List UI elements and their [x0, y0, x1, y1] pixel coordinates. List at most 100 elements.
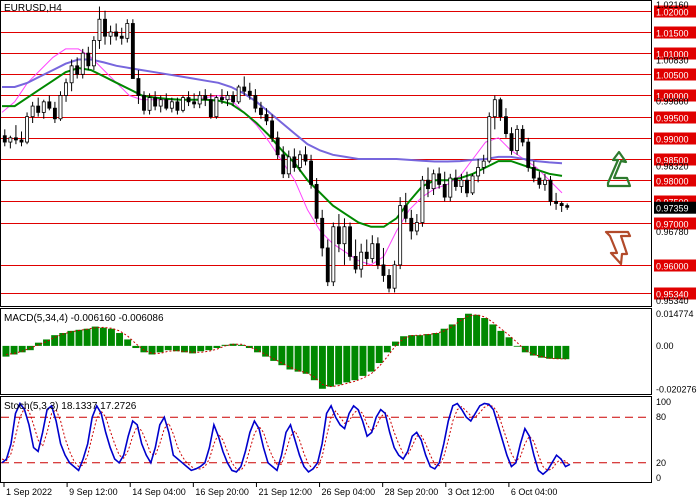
- macd-bar: [51, 335, 59, 346]
- macd-bar: [359, 345, 367, 376]
- macd-bar: [383, 345, 391, 353]
- candle-body: [203, 95, 208, 101]
- macd-bar: [116, 333, 124, 346]
- macd-bar: [197, 345, 205, 352]
- macd-bar: [318, 345, 326, 389]
- arrow-up-icon: [606, 150, 632, 188]
- macd-bar: [505, 337, 513, 346]
- macd-signal-line: [6, 314, 566, 388]
- candle-body: [353, 256, 358, 270]
- candle-body: [548, 179, 553, 202]
- candle-body: [420, 179, 425, 223]
- candle-body: [270, 120, 275, 139]
- candle-body: [448, 177, 453, 198]
- candle-body: [103, 18, 107, 37]
- candle-body: [565, 205, 570, 208]
- macd-bar: [529, 345, 537, 356]
- candle-body: [2, 135, 7, 143]
- time-axis-labels: 1 Sep 2022 9 Sep 12:00 14 Sep 04:00 16 Sep …: [3, 483, 557, 497]
- macd-tick-label: 0.00: [656, 341, 674, 351]
- candle-body: [531, 167, 536, 179]
- candle-body: [398, 205, 403, 266]
- stoch-tick-label: 20: [656, 458, 666, 468]
- macd-bar: [562, 345, 570, 360]
- macd-bar: [148, 345, 156, 355]
- macd-bar: [18, 345, 26, 353]
- candle-body: [437, 173, 442, 185]
- candle-body: [125, 23, 130, 39]
- candle-body: [320, 217, 325, 249]
- macd-bar: [2, 345, 10, 357]
- macd-bar: [229, 343, 237, 346]
- macd-bar: [546, 345, 554, 359]
- macd-bar: [99, 327, 107, 346]
- macd-bar: [400, 336, 408, 346]
- candle-body: [342, 226, 347, 245]
- candle-body: [286, 156, 291, 175]
- candle-body: [275, 137, 280, 156]
- price-level-label: 0.98500: [656, 156, 689, 166]
- candle-body: [69, 65, 74, 84]
- macd-bar: [489, 324, 497, 346]
- macd-bar: [538, 345, 545, 358]
- price-level-badge: [654, 26, 696, 39]
- candle-body: [164, 99, 169, 109]
- stoch-tick-label: 100: [656, 397, 671, 407]
- macd-tick-label: -0.020276: [656, 384, 697, 394]
- price-level-label: 0.99500: [656, 114, 689, 124]
- candle-body: [559, 203, 564, 206]
- candle-body: [253, 95, 258, 109]
- time-axis-label: 26 Sep 04:00: [322, 487, 376, 497]
- macd-bar: [205, 345, 213, 351]
- candle-body: [375, 243, 380, 266]
- price-level-badge: [654, 68, 696, 81]
- candle-body: [392, 264, 397, 289]
- candle-body: [554, 200, 559, 204]
- candle-body: [453, 177, 458, 187]
- time-axis-label: 3 Oct 12:00: [448, 487, 495, 497]
- candle-body: [309, 160, 313, 185]
- macd-bar: [432, 333, 440, 346]
- candle-body: [481, 160, 486, 168]
- macd-bar: [481, 318, 489, 346]
- price-axis-bottom-label: 0.95340: [656, 296, 689, 306]
- time-axis-label: 16 Sep 20:00: [195, 487, 249, 497]
- macd-bar: [124, 339, 132, 346]
- candle-body: [281, 154, 286, 175]
- candle-body: [459, 179, 464, 187]
- price-level-label: 1.01000: [656, 50, 689, 60]
- candle-body: [515, 128, 520, 151]
- macd-bar: [67, 330, 75, 346]
- price-chart-title: EURUSD,H4: [4, 3, 62, 14]
- candle-body: [403, 205, 408, 219]
- macd-bar: [440, 328, 448, 346]
- candle-body: [359, 251, 364, 270]
- candle-body: [130, 23, 135, 79]
- time-axis-label: 9 Sep 12:00: [69, 487, 118, 497]
- candle-body: [259, 107, 263, 115]
- candle-body: [19, 139, 24, 143]
- arrow-down-icon: [604, 230, 632, 266]
- moving-average-line: [2, 66, 563, 228]
- time-axis-label: 14 Sep 04:00: [132, 487, 186, 497]
- candle-body: [231, 95, 236, 103]
- candle-body: [52, 107, 57, 120]
- price-level-badge: [654, 153, 696, 166]
- stoch-panel-frame: [0, 396, 652, 483]
- candle-body: [543, 179, 547, 185]
- time-axis-label: 21 Sep 12:00: [258, 487, 312, 497]
- candle-body: [30, 105, 35, 118]
- stochastic-lines: [1, 401, 651, 476]
- macd-bar: [521, 345, 529, 353]
- candle-body: [80, 52, 85, 75]
- macd-bar: [254, 345, 261, 353]
- price-level-badge: [654, 111, 696, 124]
- price-level-label: 1.00500: [656, 71, 689, 81]
- candles: [2, 6, 570, 293]
- macd-bar: [156, 345, 164, 353]
- candle-body: [158, 99, 163, 107]
- candle-body: [465, 179, 469, 194]
- macd-bar: [237, 344, 245, 346]
- candle-body: [153, 97, 158, 107]
- price-level-label: 1.01500: [656, 29, 689, 39]
